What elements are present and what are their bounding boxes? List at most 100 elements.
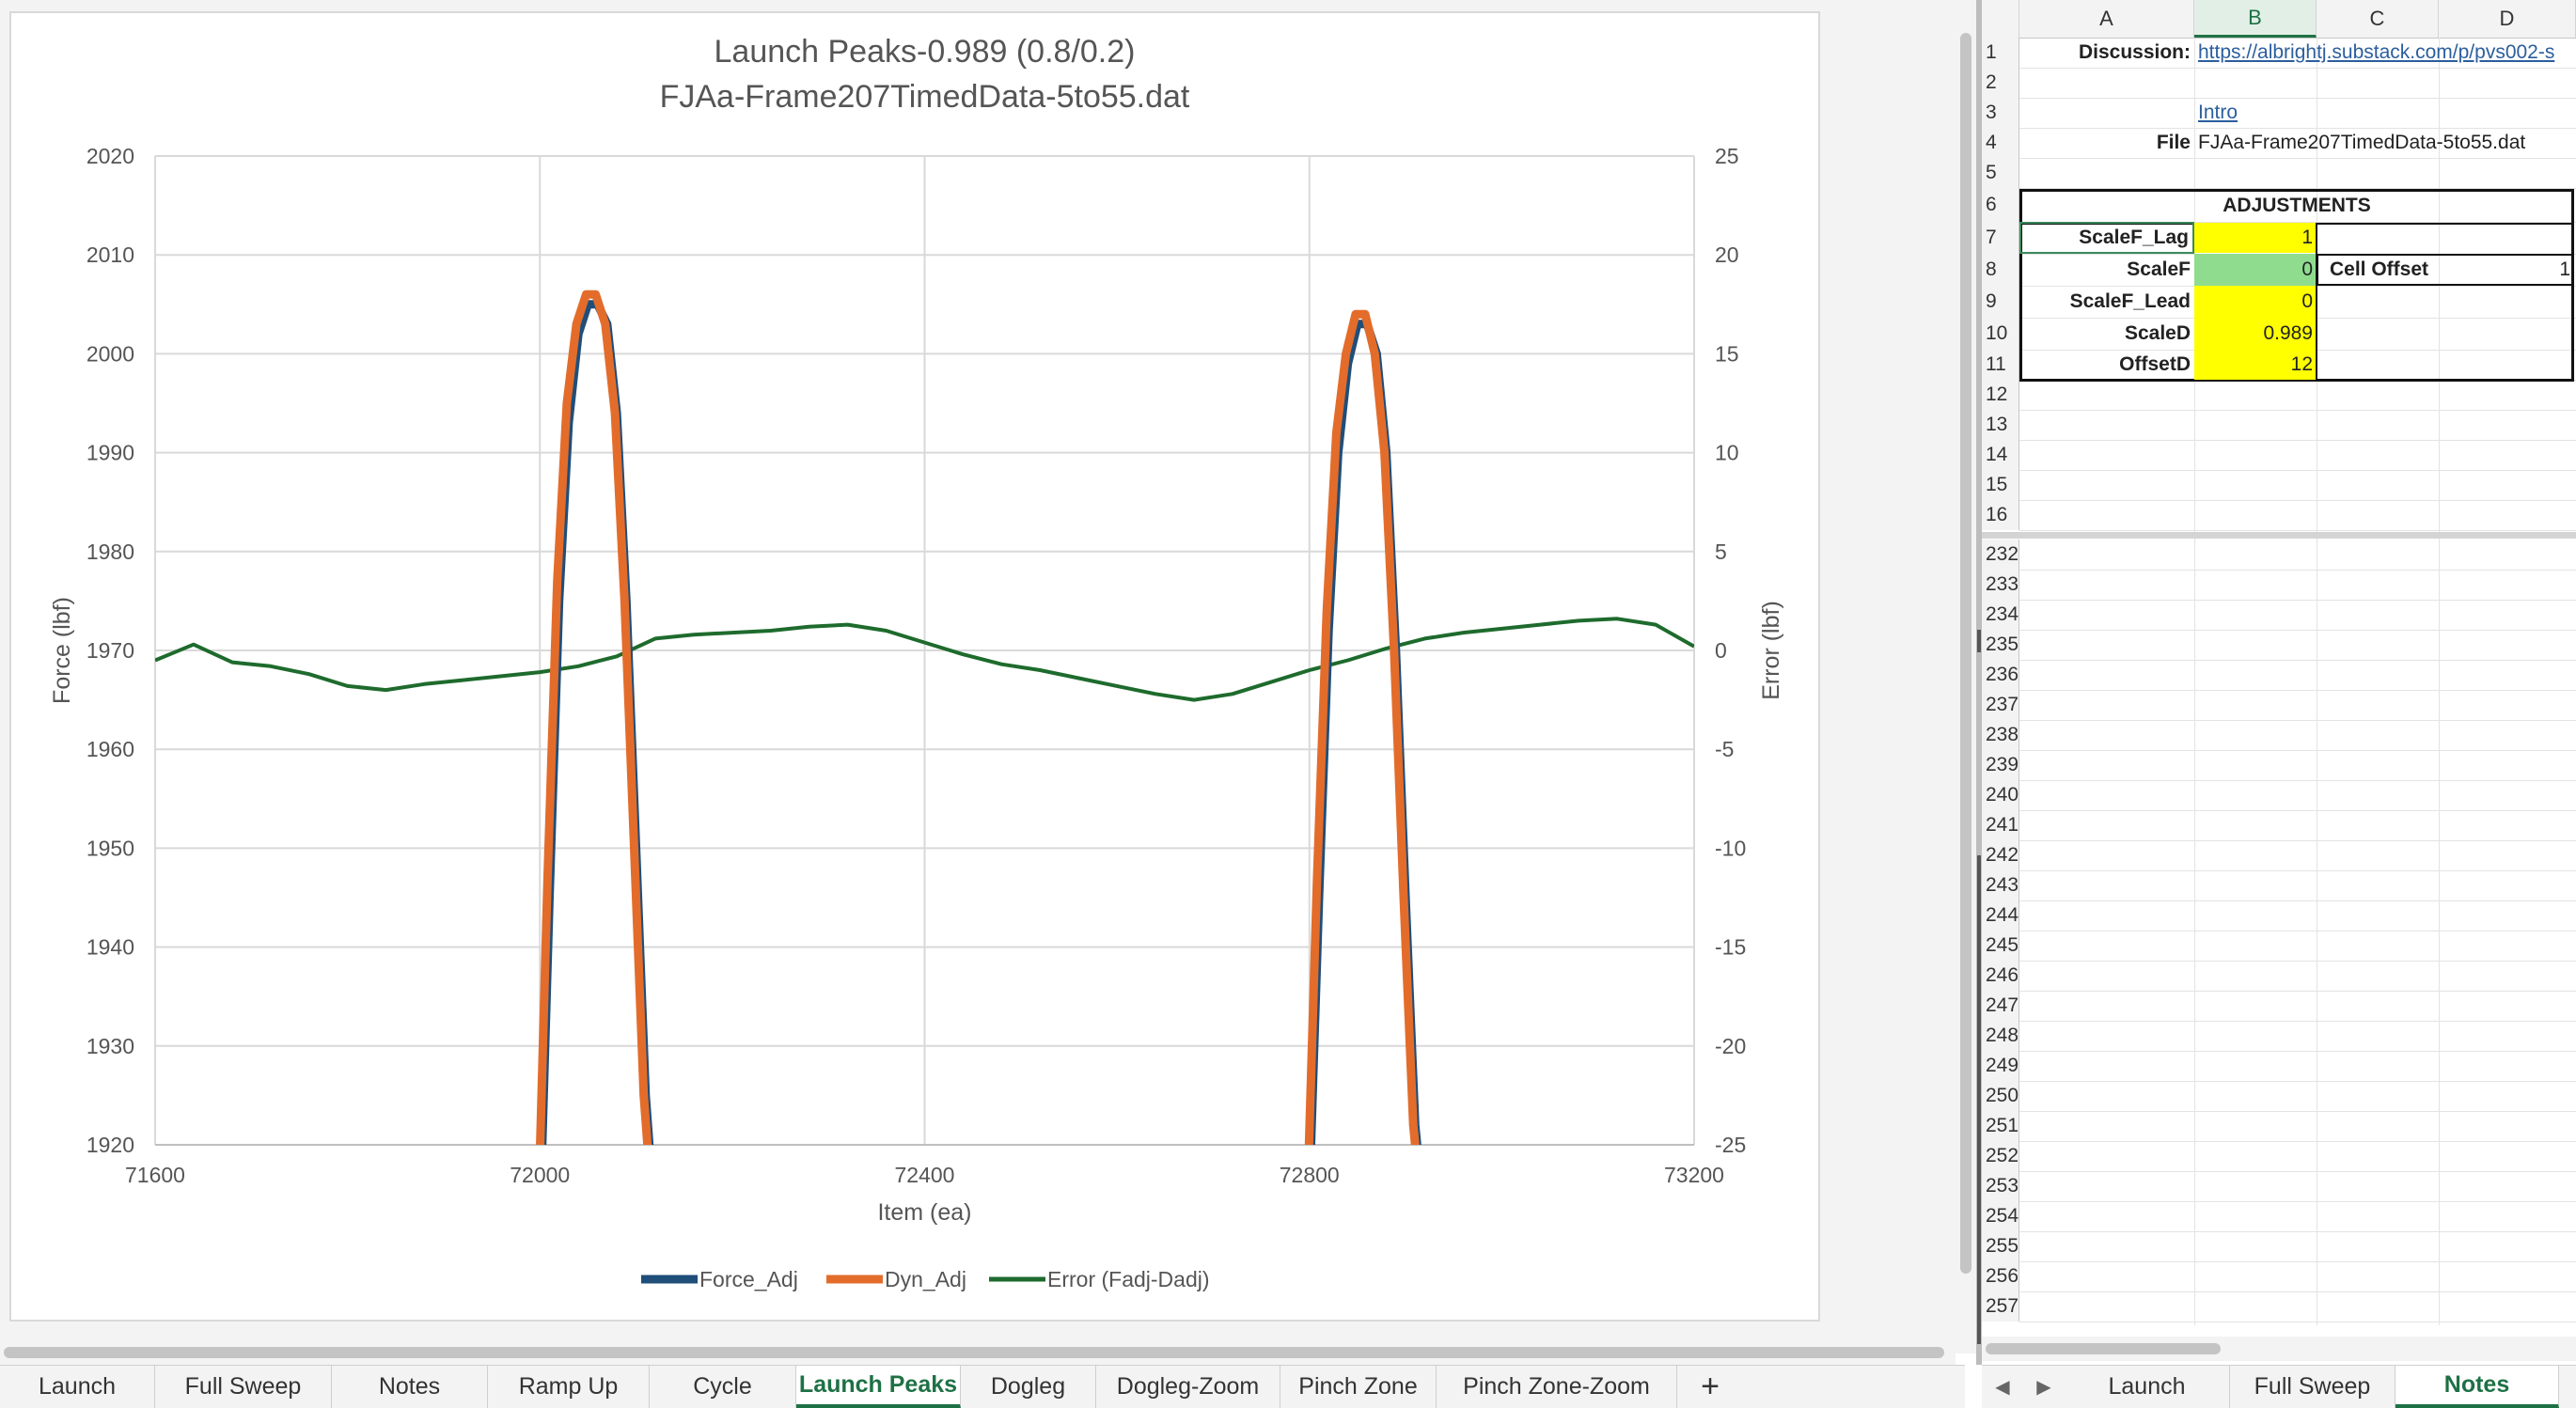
adjustments-header[interactable]: ADJUSTMENTS [2223, 195, 2371, 216]
row-header[interactable]: 16 [1982, 500, 2019, 530]
row-header[interactable]: 233 [1982, 570, 2019, 600]
row-header[interactable]: 245 [1982, 931, 2019, 961]
discussion-link[interactable]: https://albrightj.substack.com/p/pvs002-… [2198, 41, 2555, 63]
row-header[interactable]: 11 [1982, 350, 2019, 380]
scalef-lead-input[interactable]: 0 [2194, 286, 2317, 318]
row-header[interactable]: 235 [1982, 630, 2019, 660]
add-sheet-icon[interactable]: + [1701, 1369, 1720, 1404]
row-header[interactable]: 14 [1982, 440, 2019, 470]
row-header[interactable]: 13 [1982, 410, 2019, 440]
row-header[interactable]: 232 [1982, 540, 2019, 570]
offsetd-label[interactable]: OffsetD [2119, 353, 2191, 375]
sheet-tab-full-sweep[interactable]: Full Sweep [2230, 1366, 2395, 1408]
sheet-tab-launch-peaks[interactable]: Launch Peaks [796, 1366, 961, 1408]
row-header[interactable]: 247 [1982, 991, 2019, 1021]
next-sheet-icon[interactable]: ▶ [2036, 1377, 2051, 1398]
row-header[interactable]: 249 [1982, 1051, 2019, 1081]
row-header[interactable]: 10 [1982, 318, 2019, 350]
row-header[interactable]: 240 [1982, 780, 2019, 810]
sheet-tab-pinch-zone[interactable]: Pinch Zone [1280, 1366, 1437, 1408]
row-header[interactable]: 244 [1982, 900, 2019, 931]
column-header-d[interactable]: D [2439, 0, 2576, 38]
scaled-input[interactable]: 0.989 [2194, 318, 2317, 350]
row-header[interactable]: 234 [1982, 600, 2019, 630]
row-header[interactable]: 1 [1982, 38, 2019, 68]
row-header[interactable]: 12 [1982, 380, 2019, 410]
sheet-tab-dogleg[interactable]: Dogleg [961, 1366, 1096, 1408]
row-header[interactable]: 3 [1982, 98, 2019, 128]
sheet-tab-dogleg-zoom[interactable]: Dogleg-Zoom [1096, 1366, 1280, 1408]
row-header[interactable]: 9 [1982, 286, 2019, 318]
scalef-input[interactable]: 0 [2194, 254, 2317, 286]
sheet-tab-notes[interactable]: Notes [332, 1366, 488, 1408]
row-header[interactable]: 251 [1982, 1111, 2019, 1141]
sheet-tab-cycle[interactable]: Cycle [650, 1366, 796, 1408]
scaled-label[interactable]: ScaleD [2124, 322, 2191, 344]
row-header[interactable]: 236 [1982, 660, 2019, 690]
chart-subtitle: FJAa-Frame207TimedData-5to55.dat [660, 79, 1190, 115]
sheet-tab-ramp-up[interactable]: Ramp Up [488, 1366, 650, 1408]
scalef-lead-label[interactable]: ScaleF_Lead [2069, 290, 2191, 312]
launch-peaks-chart[interactable]: Launch Peaks-0.989 (0.8/0.2) FJAa-Frame20… [11, 13, 1818, 1320]
sheet-tab-launch[interactable]: Launch [0, 1366, 155, 1408]
row-header[interactable]: 241 [1982, 810, 2019, 840]
notes-spreadsheet[interactable]: A B C D Discussion: https://albrightj.su… [1982, 0, 2576, 1325]
row-header[interactable]: 4 [1982, 128, 2019, 158]
discussion-label[interactable]: Discussion: [2078, 41, 2191, 63]
scalef-lag-input[interactable]: 1 [2194, 223, 2317, 253]
select-all-corner[interactable] [1982, 0, 2019, 38]
sheet-tab-notes[interactable]: Notes [2395, 1366, 2559, 1408]
row-header[interactable]: 7 [1982, 222, 2019, 254]
row-header[interactable]: 237 [1982, 690, 2019, 720]
prev-sheet-icon[interactable]: ◀ [1995, 1377, 2010, 1398]
y-tick-label: 2020 [86, 144, 134, 168]
offsetd-input[interactable]: 12 [2194, 350, 2317, 380]
row-header[interactable]: 256 [1982, 1261, 2019, 1291]
y-tick-label: 2000 [86, 341, 134, 366]
row-header[interactable]: 255 [1982, 1231, 2019, 1261]
sheet-tab-pinch-zone-zoom[interactable]: Pinch Zone-Zoom [1437, 1366, 1677, 1408]
y-tick-label: 1960 [86, 737, 134, 761]
scalef-lag-label[interactable]: ScaleF_Lag [2019, 222, 2194, 254]
sheet-horizontal-scrollbar[interactable] [1982, 1337, 2576, 1361]
scalef-label[interactable]: ScaleF [2127, 258, 2191, 280]
y2-tick-label: -15 [1715, 935, 1746, 960]
file-label[interactable]: File [2156, 132, 2191, 153]
y2-tick-label: 0 [1715, 638, 1727, 663]
row-header[interactable]: 248 [1982, 1021, 2019, 1051]
cell-offset-value[interactable]: 1 [2439, 254, 2574, 286]
chart-area[interactable]: Launch Peaks-0.989 (0.8/0.2) FJAa-Frame20… [9, 11, 1820, 1322]
intro-link[interactable]: Intro [2198, 102, 2238, 123]
row-header[interactable]: 257 [1982, 1291, 2019, 1322]
row-header[interactable]: 15 [1982, 470, 2019, 500]
row-header[interactable]: 252 [1982, 1141, 2019, 1171]
row-header[interactable]: 6 [1982, 188, 2019, 222]
row-header[interactable]: 242 [1982, 840, 2019, 870]
row-header[interactable]: 254 [1982, 1201, 2019, 1231]
row-header[interactable]: 246 [1982, 961, 2019, 991]
sheet-tab-launch[interactable]: Launch [2065, 1366, 2230, 1408]
y-tick-label: 1940 [86, 935, 134, 960]
split-divider[interactable] [1976, 0, 1982, 1365]
sheet-tab-full-sweep[interactable]: Full Sweep [155, 1366, 332, 1408]
scrollbar-thumb[interactable] [4, 1347, 1944, 1358]
row-header[interactable]: 250 [1982, 1081, 2019, 1111]
scrollbar-thumb[interactable] [1960, 33, 1971, 1274]
row-header[interactable]: 239 [1982, 750, 2019, 780]
file-value[interactable]: FJAa-Frame207TimedData-5to55.dat [2198, 132, 2526, 153]
column-header-b[interactable]: B [2194, 0, 2317, 38]
series-line-error-fadj-dadj- [155, 617, 1694, 702]
row-header[interactable]: 253 [1982, 1171, 2019, 1201]
cell-offset-label[interactable]: Cell Offset [2317, 254, 2439, 286]
row-header[interactable]: 5 [1982, 158, 2019, 188]
row-header[interactable]: 8 [1982, 254, 2019, 286]
column-header-c[interactable]: C [2317, 0, 2439, 38]
scrollbar-thumb[interactable] [1986, 1343, 2221, 1354]
row-header[interactable]: 2 [1982, 68, 2019, 98]
column-header-a[interactable]: A [2019, 0, 2194, 38]
chart-vertical-scrollbar[interactable] [1956, 0, 1976, 1353]
row-header[interactable]: 238 [1982, 720, 2019, 750]
legend-label: Error (Fadj-Dadj) [1047, 1267, 1210, 1291]
chart-horizontal-scrollbar[interactable] [0, 1342, 1956, 1363]
row-header[interactable]: 243 [1982, 870, 2019, 900]
